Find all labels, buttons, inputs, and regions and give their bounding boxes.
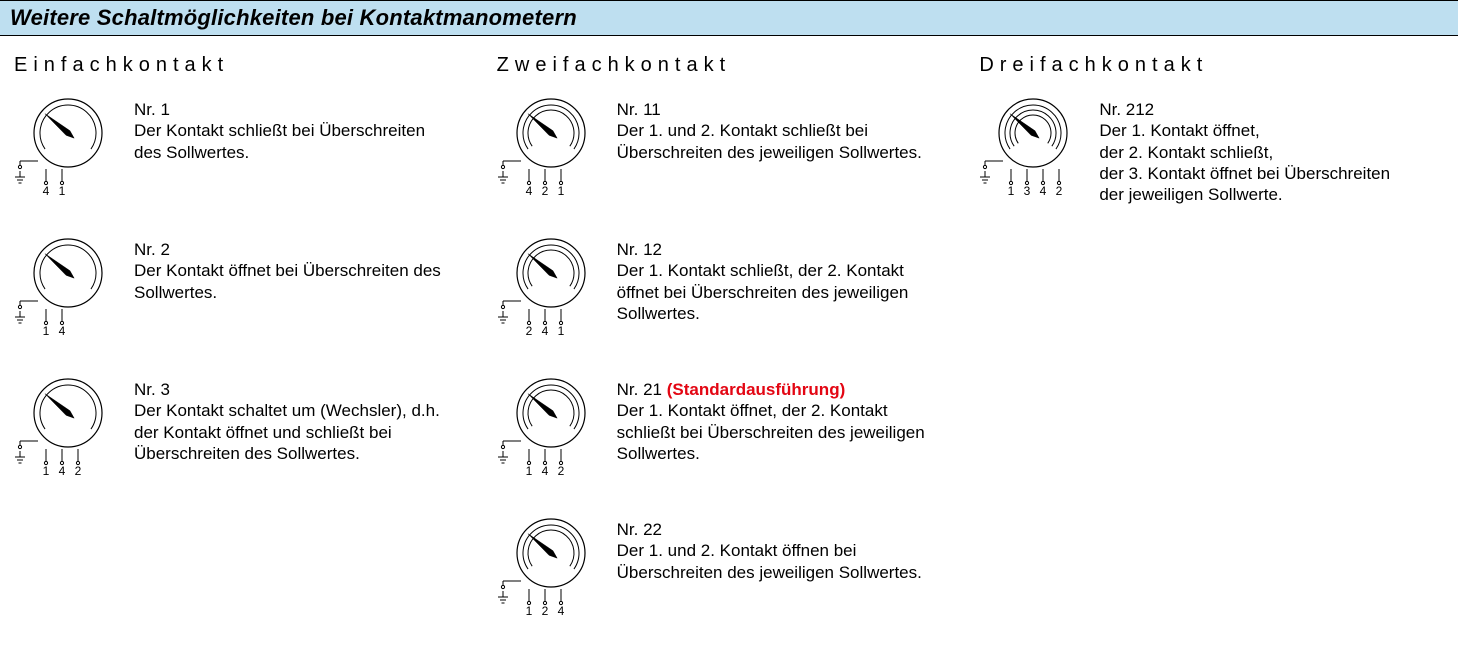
- svg-text:4: 4: [541, 324, 548, 338]
- nr-tag-highlight: (Standardausführung): [667, 380, 846, 399]
- nr-desc: Der 1. und 2. Kontakt schließt bei Übers…: [617, 121, 922, 161]
- nr-label: Nr. 21: [617, 380, 662, 399]
- svg-text:3: 3: [1024, 184, 1031, 198]
- nr-label: Nr. 11: [617, 100, 661, 119]
- nr-label: Nr. 12: [617, 240, 662, 259]
- entry-nr212: 1342 Nr. 212 Der 1. Kontakt öffnet,der 2…: [975, 93, 1448, 205]
- svg-text:1: 1: [43, 324, 50, 338]
- svg-text:1: 1: [59, 184, 66, 198]
- nr-desc: Der 1. und 2. Kontakt öffnen bei Übersch…: [617, 541, 922, 581]
- nr-desc: Der Kontakt öffnet bei Überschrei­ten de…: [134, 261, 441, 301]
- text-nr1: Nr. 1 Der Kontakt schließt bei Über­schr…: [134, 93, 454, 163]
- column-zweifach: Zweifachkontakt 421 Nr. 11 Der 1. und 2.…: [493, 54, 966, 653]
- nr-desc: Der Kontakt schaltet um (Wechs­ler), d.h…: [134, 401, 440, 463]
- svg-text:4: 4: [557, 604, 564, 618]
- column-title-einfach: Einfachkontakt: [10, 54, 483, 77]
- svg-text:4: 4: [1040, 184, 1047, 198]
- nr-label: Nr. 2: [134, 240, 170, 259]
- column-einfach: Einfachkontakt 41 Nr. 1 Der Kontakt schl…: [10, 54, 483, 653]
- entry-nr3: 142 Nr. 3 Der Kontakt schaltet um (Wechs…: [10, 373, 483, 485]
- entry-nr2: 14 Nr. 2 Der Kontakt öffnet bei Überschr…: [10, 233, 483, 345]
- svg-text:2: 2: [541, 184, 548, 198]
- gauge-nr11: 421: [493, 93, 603, 205]
- entry-nr12: 241 Nr. 12 Der 1. Kontakt schließt, der …: [493, 233, 966, 345]
- text-nr11: Nr. 11 Der 1. und 2. Kontakt schließt be…: [617, 93, 937, 163]
- gauge-nr2: 14: [10, 233, 120, 345]
- text-nr22: Nr. 22 Der 1. und 2. Kontakt öffnen bei …: [617, 513, 937, 583]
- nr-desc: Der Kontakt schließt bei Über­schreiten …: [134, 121, 425, 161]
- svg-text:4: 4: [541, 464, 548, 478]
- entry-nr1: 41 Nr. 1 Der Kontakt schließt bei Über­s…: [10, 93, 483, 205]
- nr-desc: Der 1. Kontakt schließt, der 2. Kontakt …: [617, 261, 909, 323]
- svg-text:1: 1: [557, 184, 564, 198]
- svg-text:1: 1: [557, 324, 564, 338]
- entry-nr11: 421 Nr. 11 Der 1. und 2. Kontakt schließ…: [493, 93, 966, 205]
- svg-text:4: 4: [59, 464, 66, 478]
- gauge-nr3: 142: [10, 373, 120, 485]
- entry-nr22: 124 Nr. 22 Der 1. und 2. Kontakt öffnen …: [493, 513, 966, 625]
- nr-label: Nr. 3: [134, 380, 170, 399]
- text-nr21: Nr. 21 (Standardausführung) Der 1. Konta…: [617, 373, 937, 464]
- svg-text:1: 1: [525, 604, 532, 618]
- column-dreifach: Dreifachkontakt 1342 Nr. 212 Der 1. Kont…: [975, 54, 1448, 653]
- text-nr3: Nr. 3 Der Kontakt schaltet um (Wechs­ler…: [134, 373, 454, 464]
- svg-text:2: 2: [557, 464, 564, 478]
- nr-label: Nr. 22: [617, 520, 662, 539]
- header-bar: Weitere Schaltmöglichkeiten bei Kontaktm…: [0, 0, 1458, 36]
- svg-text:1: 1: [1008, 184, 1015, 198]
- gauge-nr22: 124: [493, 513, 603, 625]
- svg-text:1: 1: [525, 464, 532, 478]
- column-title-dreifach: Dreifachkontakt: [975, 54, 1448, 77]
- nr-desc: Der 1. Kontakt öffnet,der 2. Kontakt sch…: [1099, 121, 1390, 204]
- gauge-nr21: 142: [493, 373, 603, 485]
- nr-label: Nr. 1: [134, 100, 170, 119]
- svg-text:1: 1: [43, 464, 50, 478]
- nr-label: Nr. 212: [1099, 100, 1154, 119]
- gauge-nr1: 41: [10, 93, 120, 205]
- body-grid: Einfachkontakt 41 Nr. 1 Der Kontakt schl…: [0, 36, 1458, 653]
- svg-text:2: 2: [525, 324, 532, 338]
- svg-text:4: 4: [59, 324, 66, 338]
- nr-desc: Der 1. Kontakt öffnet, der 2. Kontakt sc…: [617, 401, 925, 463]
- column-title-zweifach: Zweifachkontakt: [493, 54, 966, 77]
- gauge-nr12: 241: [493, 233, 603, 345]
- text-nr2: Nr. 2 Der Kontakt öffnet bei Überschrei­…: [134, 233, 454, 303]
- text-nr212: Nr. 212 Der 1. Kontakt öffnet,der 2. Kon…: [1099, 93, 1419, 205]
- entry-nr21: 142 Nr. 21 (Standardausführung) Der 1. K…: [493, 373, 966, 485]
- gauge-nr212: 1342: [975, 93, 1085, 205]
- svg-text:2: 2: [1056, 184, 1063, 198]
- page: Weitere Schaltmöglichkeiten bei Kontaktm…: [0, 0, 1458, 653]
- svg-text:4: 4: [43, 184, 50, 198]
- svg-text:2: 2: [541, 604, 548, 618]
- text-nr12: Nr. 12 Der 1. Kontakt schließt, der 2. K…: [617, 233, 937, 324]
- svg-text:2: 2: [75, 464, 82, 478]
- svg-text:4: 4: [525, 184, 532, 198]
